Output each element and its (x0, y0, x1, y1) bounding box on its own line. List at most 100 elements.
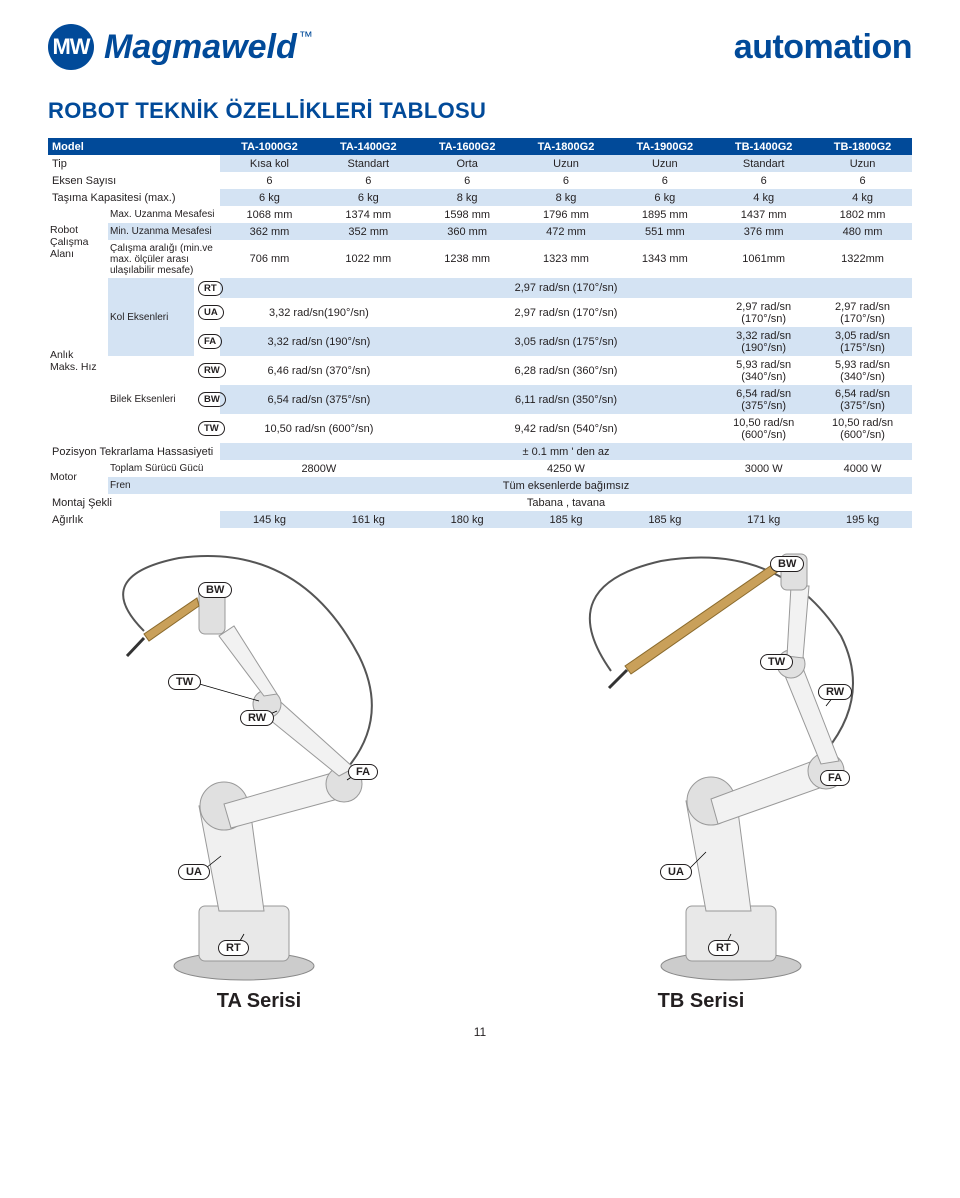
cell: 6 (220, 172, 319, 189)
joint-ua: UA (660, 864, 692, 880)
axis-rw-pill: RW (198, 363, 226, 378)
lbl-tasima: Taşıma Kapasitesi (max.) (48, 189, 220, 206)
cell: 6,54 rad/sn (375°/sn) (813, 385, 912, 414)
logo-badge-icon: MW (48, 24, 94, 70)
axis-tw-pill: TW (198, 421, 225, 436)
cell: 185 kg (615, 511, 714, 528)
brand-tagline: automation (734, 28, 912, 67)
cell: Orta (418, 155, 517, 172)
cell: 3,32 rad/sn (190°/sn) (714, 327, 813, 356)
cell: 4 kg (714, 189, 813, 206)
cell: 3,05 rad/sn (175°/sn) (418, 327, 715, 356)
cell: 6 (615, 172, 714, 189)
table-title: ROBOT TEKNİK ÖZELLİKLERİ TABLOSU (48, 98, 912, 124)
lbl-agirlik: Ağırlık (48, 511, 220, 528)
cell: 9,42 rad/sn (540°/sn) (418, 414, 715, 443)
joint-rt: RT (218, 940, 249, 956)
col-5: TB-1400G2 (714, 138, 813, 155)
brand-name-text: Magmaweld (104, 28, 297, 66)
cell: Uzun (813, 155, 912, 172)
cell: 352 mm (319, 223, 418, 240)
cell: Tüm eksenlerde bağımsız (220, 477, 912, 494)
table-row-calisma: Çalışma aralığı (min.ve max. ölçüler ara… (48, 240, 912, 278)
cell: 6,46 rad/sn (370°/sn) (220, 356, 418, 385)
cell: 376 mm (714, 223, 813, 240)
cell: 6 kg (220, 189, 319, 206)
lbl-motor: Motor (48, 460, 108, 494)
cell: 360 mm (418, 223, 517, 240)
table-row-fren: Fren Tüm eksenlerde bağımsız (48, 477, 912, 494)
col-3: TA-1800G2 (517, 138, 616, 155)
cell: 5,93 rad/sn (340°/sn) (714, 356, 813, 385)
cell: 551 mm (615, 223, 714, 240)
robot-tb: BW TW RW FA UA RT TB Serisi (490, 546, 912, 1013)
cell: 6 kg (319, 189, 418, 206)
table-row-eksen: Eksen Sayısı 6666666 (48, 172, 912, 189)
table-row-agirlik: Ağırlık 145 kg161 kg180 kg185 kg185 kg17… (48, 511, 912, 528)
cell: 1437 mm (714, 206, 813, 223)
page-header: MW Magmaweld™ automation (48, 24, 912, 70)
cell: 6,11 rad/sn (350°/sn) (418, 385, 715, 414)
cell: 1343 mm (615, 240, 714, 278)
cell: 1598 mm (418, 206, 517, 223)
cell: 10,50 rad/sn (600°/sn) (813, 414, 912, 443)
cell: Uzun (517, 155, 616, 172)
lbl-fren: Fren (108, 477, 220, 494)
col-4: TA-1900G2 (615, 138, 714, 155)
brand-name: Magmaweld™ (104, 28, 313, 67)
axis-bw-pill: BW (198, 392, 226, 407)
cell: 6 (319, 172, 418, 189)
cell: 3000 W (714, 460, 813, 477)
cell: 6 (714, 172, 813, 189)
cell: 2,97 rad/sn (170°/sn) (714, 298, 813, 327)
lbl-tip: Tip (48, 155, 220, 172)
joint-rt: RT (708, 940, 739, 956)
table-row-minuzanma: Min. Uzanma Mesafesi 362 mm352 mm360 mm4… (48, 223, 912, 240)
col-1: TA-1400G2 (319, 138, 418, 155)
brand-tm: ™ (299, 28, 313, 44)
cell: 5,93 rad/sn (340°/sn) (813, 356, 912, 385)
cell: 1374 mm (319, 206, 418, 223)
joint-bw: BW (770, 556, 804, 572)
joint-bw: BW (198, 582, 232, 598)
cell: 3,05 rad/sn (175°/sn) (813, 327, 912, 356)
cell: 1322mm (813, 240, 912, 278)
cell: 180 kg (418, 511, 517, 528)
table-row-maxuzanma: Robot Çalışma Alanı Max. Uzanma Mesafesi… (48, 206, 912, 223)
axis-ua-pill: UA (198, 305, 224, 320)
col-2: TA-1600G2 (418, 138, 517, 155)
cell: 2,97 rad/sn (170°/sn) (220, 278, 912, 298)
lbl-bilek: Bilek Eksenleri (108, 356, 194, 443)
page-number: 11 (48, 1025, 912, 1039)
cell: 6,28 rad/sn (360°/sn) (418, 356, 715, 385)
lbl-eksen: Eksen Sayısı (48, 172, 220, 189)
lbl-toplam: Toplam Sürücü Gücü (108, 460, 220, 477)
cell: 1061mm (714, 240, 813, 278)
cell: 171 kg (714, 511, 813, 528)
table-row-tip: Tip Kısa kolStandartOrtaUzunUzunStandart… (48, 155, 912, 172)
cell: 4250 W (418, 460, 715, 477)
cell: 480 mm (813, 223, 912, 240)
cell: 1022 mm (319, 240, 418, 278)
lbl-rca: Robot Çalışma Alanı (48, 206, 108, 278)
joint-fa: FA (348, 764, 378, 780)
lbl-anlik: Anlık Maks. Hız (48, 278, 108, 443)
robot-ta: BW TW RW FA UA RT TA Serisi (48, 546, 470, 1013)
cell: 10,50 rad/sn (600°/sn) (220, 414, 418, 443)
cell: 145 kg (220, 511, 319, 528)
table-row-montaj: Montaj Şekli Tabana , tavana (48, 494, 912, 511)
cell: Standart (714, 155, 813, 172)
cell: 161 kg (319, 511, 418, 528)
cell: 1895 mm (615, 206, 714, 223)
cell: 2,97 rad/sn (170°/sn) (418, 298, 715, 327)
robot-diagrams: BW TW RW FA UA RT TA Serisi (48, 546, 912, 1013)
cell: 1802 mm (813, 206, 912, 223)
axis-fa-pill: FA (198, 334, 222, 349)
cell: 6 kg (615, 189, 714, 206)
joint-tw: TW (168, 674, 201, 690)
table-row-poz: Pozisyon Tekrarlama Hassasiyeti ± 0.1 mm… (48, 443, 912, 460)
cell: 3,32 rad/sn (190°/sn) (220, 327, 418, 356)
spec-table: Model TA-1000G2 TA-1400G2 TA-1600G2 TA-1… (48, 138, 912, 528)
lbl-minuz: Min. Uzanma Mesafesi (108, 223, 220, 240)
cell: Kısa kol (220, 155, 319, 172)
